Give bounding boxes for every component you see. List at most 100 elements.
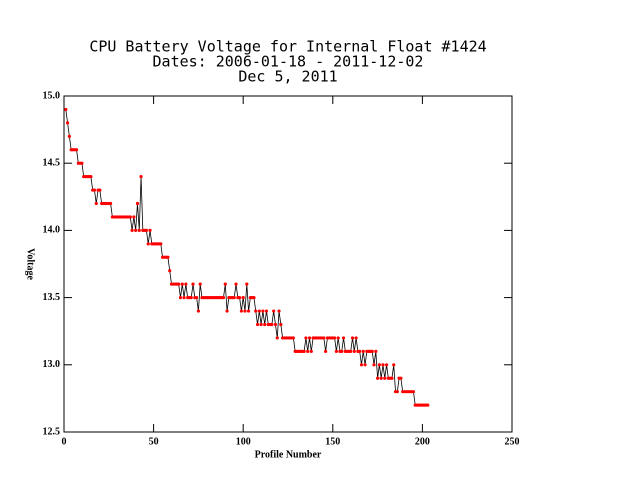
data-point: [379, 376, 383, 380]
data-point: [399, 376, 403, 380]
x-axis-label: Profile Number: [255, 449, 322, 460]
data-point: [302, 349, 306, 353]
data-point: [411, 390, 416, 394]
data-point: [264, 309, 269, 313]
data-point: [383, 376, 387, 380]
data-point: [139, 175, 143, 179]
y-axis-label: Voltage: [25, 248, 36, 280]
data-point: [159, 242, 163, 246]
data-point: [245, 282, 249, 286]
data-point: [304, 336, 308, 340]
y-tick-label: 15.0: [43, 90, 61, 101]
data-point: [223, 282, 227, 286]
x-tick-label: 150: [325, 436, 340, 447]
x-tick-label: 50: [149, 436, 159, 447]
data-point: [322, 336, 326, 340]
data-point: [257, 309, 261, 313]
data-point: [361, 349, 365, 353]
data-point: [372, 363, 376, 367]
data-point: [89, 175, 93, 179]
data-point: [74, 148, 79, 152]
data-point: [336, 336, 340, 340]
data-point: [135, 201, 140, 206]
data-point: [370, 349, 374, 353]
data-point: [359, 363, 364, 367]
data-point: [363, 363, 367, 367]
data-point: [352, 349, 356, 353]
data-point: [254, 309, 258, 313]
data-point: [132, 215, 136, 219]
data-point: [134, 228, 138, 232]
data-point: [195, 296, 199, 300]
x-tick-label: 0: [62, 436, 67, 447]
data-point: [65, 121, 70, 125]
data-point: [166, 255, 170, 259]
data-point: [239, 309, 244, 313]
data-point: [390, 376, 394, 380]
data-point: [291, 336, 295, 340]
data-point: [137, 228, 141, 232]
data-point: [261, 309, 265, 313]
data-point: [309, 349, 313, 353]
data-point: [426, 403, 430, 407]
data-point: [354, 336, 358, 340]
data-point: [225, 309, 229, 313]
data-point: [377, 363, 381, 367]
y-tick-label: 12.5: [43, 426, 61, 437]
data-point: [80, 161, 84, 165]
data-point: [374, 349, 378, 353]
data-point: [259, 322, 263, 327]
data-point: [182, 296, 186, 300]
chart-date: Dec 5, 2011: [238, 68, 337, 86]
data-point: [130, 228, 134, 232]
data-point: [279, 322, 283, 327]
x-tick-label: 200: [415, 436, 430, 447]
data-point: [94, 201, 98, 206]
plot-frame: [63, 95, 513, 433]
data-point: [324, 349, 328, 353]
chart-title: CPU Battery Voltage for Internal Float #…: [89, 38, 486, 56]
data-point: [146, 242, 150, 246]
data-point: [144, 228, 149, 232]
data-point: [108, 201, 113, 206]
y-tick-label: 14.0: [43, 225, 61, 236]
data-point: [340, 349, 344, 353]
data-point: [277, 309, 281, 313]
data-point: [178, 296, 183, 300]
data-point: [307, 336, 312, 340]
data-point: [184, 282, 188, 286]
y-tick-label: 13.5: [43, 292, 61, 303]
data-point: [241, 296, 245, 300]
x-tick-label: 250: [505, 436, 520, 447]
data-point: [243, 309, 247, 313]
data-point: [384, 363, 389, 367]
data-point: [332, 336, 337, 340]
data-point: [246, 309, 251, 313]
data-point: [198, 282, 202, 286]
data-point: [148, 228, 152, 232]
data-point: [392, 363, 396, 367]
data-point: [349, 349, 353, 353]
chart-subtitle: Dates: 2006-01-18 - 2011-12-02: [153, 53, 424, 71]
data-point: [196, 309, 200, 313]
data-point: [177, 282, 181, 286]
data-point: [350, 336, 355, 340]
data-point: [92, 188, 97, 192]
data-point: [168, 269, 172, 273]
data-point: [255, 322, 260, 327]
data-point: [234, 282, 238, 286]
data-point: [358, 349, 362, 353]
data-point: [263, 322, 267, 327]
data-point: [252, 296, 256, 300]
data-point: [270, 322, 274, 327]
data-point: [98, 188, 102, 192]
data-point: [395, 390, 399, 394]
data-point: [128, 215, 132, 219]
data-point: [221, 296, 226, 300]
x-tick-label: 100: [236, 436, 251, 447]
data-point: [64, 107, 68, 112]
data-point: [376, 376, 380, 380]
data-point: [67, 134, 71, 138]
